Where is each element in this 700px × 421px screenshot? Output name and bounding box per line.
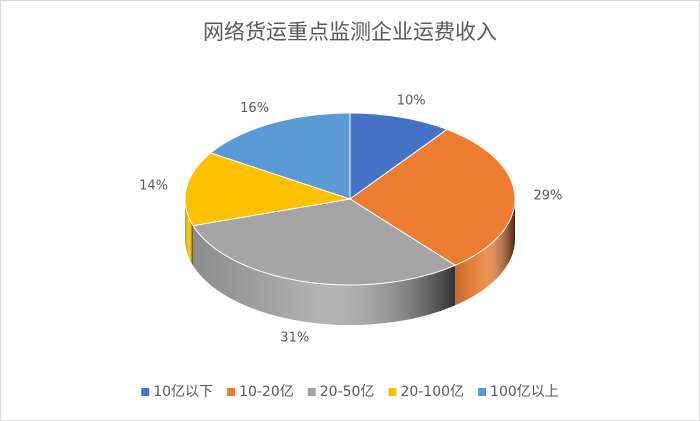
legend-label: 20-50亿 (320, 384, 375, 400)
legend-label: 20-100亿 (400, 384, 464, 400)
pie-slice (192, 198, 457, 286)
legend-marker (478, 388, 487, 396)
pie-side-shade (455, 199, 515, 306)
legend-marker (141, 388, 150, 396)
data-label: 10% (397, 93, 426, 108)
pie-side-shade (185, 199, 194, 266)
pie-slice (184, 152, 351, 227)
legend-label: 10-20亿 (239, 384, 294, 400)
legend-label: 10亿以下 (153, 384, 213, 400)
pie-slice (349, 112, 449, 200)
pie-slice (209, 112, 351, 200)
data-label: 29% (533, 188, 562, 203)
chart-title: 网络货运重点监测企业运费收入 (203, 20, 497, 44)
legend-marker (307, 388, 316, 396)
legend-marker (227, 388, 236, 396)
pie-slice (349, 128, 516, 266)
data-label: 14% (139, 179, 168, 194)
data-label: 31% (280, 331, 309, 346)
legend-marker (388, 388, 397, 396)
legend: 10亿以下 10-20亿 20-50亿 20-100亿 100亿以上 (141, 384, 559, 400)
legend-label: 100亿以上 (490, 384, 559, 400)
data-label: 16% (240, 101, 269, 116)
pie-side-shade (193, 225, 456, 325)
